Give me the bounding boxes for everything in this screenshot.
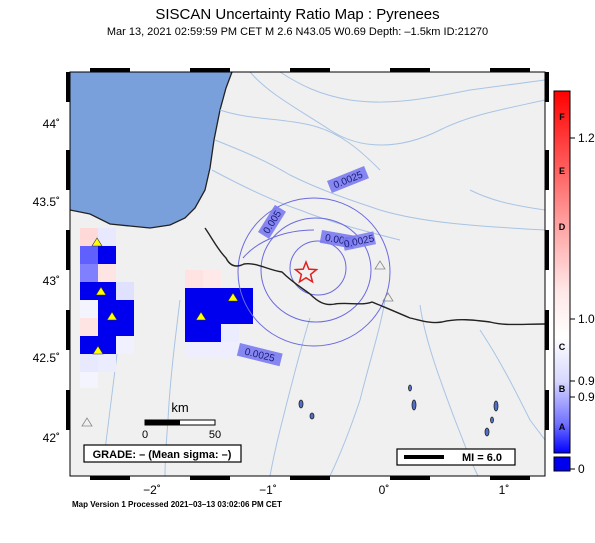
triangle-icon <box>92 345 104 355</box>
lon-label: −2˚ <box>143 483 161 497</box>
triangle-icon <box>374 260 386 270</box>
colorbar-letter: F <box>559 112 565 122</box>
latitude-labels: 44˚ 43.5˚ 43˚ 42.5˚ 42˚ <box>33 117 60 445</box>
colorbar-value: 1.0 <box>578 312 595 326</box>
mi-text: MI = 6.0 <box>462 452 502 464</box>
colorbar: F E D C B A 1.2 1.0 0.9 0.9 0 <box>553 90 595 476</box>
mi-box: MI = 6.0 <box>396 448 516 466</box>
lon-label: 1˚ <box>499 483 510 497</box>
triangle-icon <box>95 286 107 296</box>
colorbar-letter: B <box>559 384 566 394</box>
colorbar-letter: C <box>559 342 566 352</box>
map-frame-ticks <box>66 68 549 480</box>
map-area: 0.0025 0.005 0.0025 0.005 0.0025 <box>70 72 545 476</box>
scale-tick: 0 <box>142 429 148 441</box>
colorbar-value: 0.9 <box>578 390 595 404</box>
scale-unit: km <box>171 400 188 415</box>
map-title: SISCAN Uncertainty Ratio Map : Pyrenees <box>155 6 440 23</box>
reservoirs <box>298 384 499 437</box>
national-border <box>204 227 545 326</box>
longitude-labels: −2˚ −1˚ 0˚ 1˚ <box>143 483 509 497</box>
colorbar-letter: A <box>559 422 566 432</box>
scale-bar: km 0 50 <box>142 400 221 441</box>
triangle-icon <box>91 237 103 247</box>
grade-text: GRADE: – (Mean sigma: –) <box>93 449 232 461</box>
star-icon <box>293 259 319 284</box>
lat-label: 42.5˚ <box>33 351 60 365</box>
colorbar-value: 0 <box>578 462 585 476</box>
uncertainty-contours <box>237 197 391 347</box>
colorbar-letter: D <box>559 222 566 232</box>
triangle-icon <box>382 292 394 302</box>
colorbar-letter: E <box>559 166 565 176</box>
scale-tick: 50 <box>209 429 221 441</box>
lat-label: 43˚ <box>43 274 60 288</box>
sea-area <box>70 72 232 228</box>
triangle-icon <box>106 311 118 321</box>
triangle-icon <box>81 417 93 427</box>
lat-label: 43.5˚ <box>33 195 60 209</box>
event-subtitle: Mar 13, 2021 02:59:59 PM CET M 2.6 N43.0… <box>106 26 489 38</box>
colorbar-value: 1.2 <box>578 131 595 145</box>
processing-footer: Map Version 1 Processed 2021–03–13 03:02… <box>72 500 282 509</box>
coastline <box>70 72 233 229</box>
grade-box: GRADE: – (Mean sigma: –) <box>83 444 242 463</box>
lat-label: 44˚ <box>43 117 60 131</box>
lon-label: −1˚ <box>259 483 277 497</box>
lat-label: 42˚ <box>43 431 60 445</box>
rivers <box>104 72 545 476</box>
triangle-icon <box>195 311 207 321</box>
colorbar-value: 0.9 <box>578 374 595 388</box>
lon-label: 0˚ <box>379 483 390 497</box>
stations <box>81 237 394 427</box>
triangle-icon <box>227 292 239 302</box>
